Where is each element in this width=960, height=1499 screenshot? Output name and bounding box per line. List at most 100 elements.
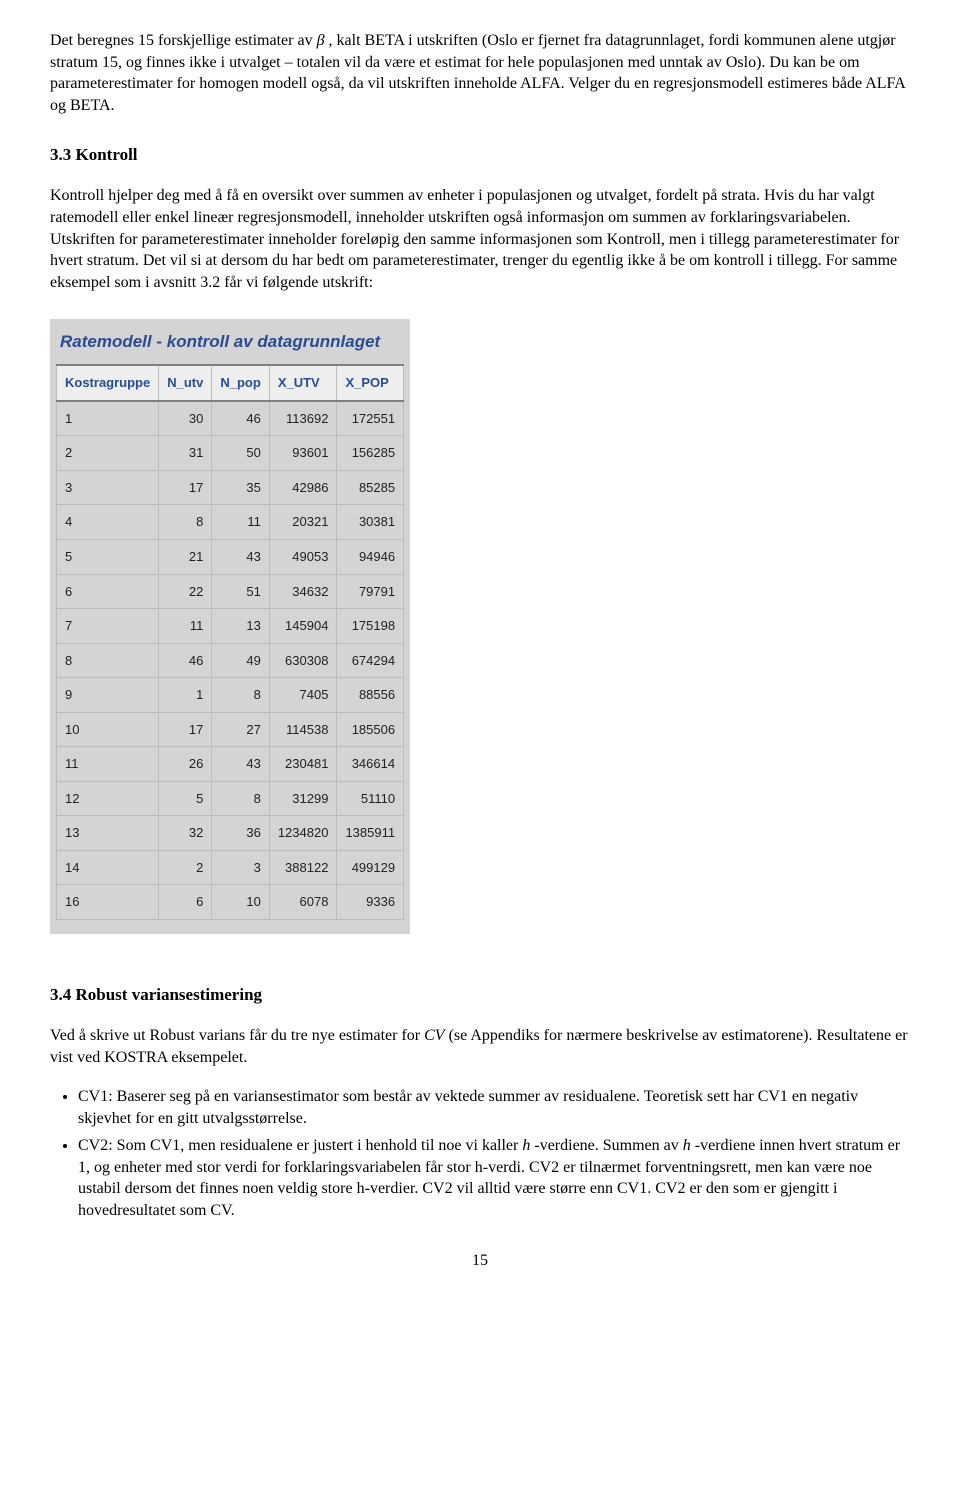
table-cell: 51110 xyxy=(337,781,404,816)
text: Det beregnes 15 forskjellige estimater a… xyxy=(50,32,317,49)
table-cell: 674294 xyxy=(337,643,404,678)
table-cell: 9336 xyxy=(337,885,404,920)
bullet-list: CV1: Baserer seg på en variansestimator … xyxy=(78,1086,910,1222)
table-cell: 114538 xyxy=(269,712,337,747)
table-cell: 8 xyxy=(57,643,159,678)
table-cell: 27 xyxy=(212,712,269,747)
table-cell: 51 xyxy=(212,574,269,609)
table-cell: 6078 xyxy=(269,885,337,920)
table-panel: Ratemodell - kontroll av datagrunnlaget … xyxy=(50,319,410,934)
cv-symbol: CV xyxy=(424,1027,444,1044)
page-number: 15 xyxy=(50,1250,910,1272)
table-cell: 93601 xyxy=(269,436,337,471)
table-row: 12583129951110 xyxy=(57,781,404,816)
table-cell: 49053 xyxy=(269,539,337,574)
text: -verdiene. Summen av xyxy=(534,1137,682,1154)
table-cell: 7405 xyxy=(269,678,337,713)
col-x-pop: X_POP xyxy=(337,365,404,401)
table-cell: 22 xyxy=(159,574,212,609)
col-x-utv: X_UTV xyxy=(269,365,337,401)
table-cell: 32 xyxy=(159,816,212,851)
data-table: Kostragruppe N_utv N_pop X_UTV X_POP 1 30… xyxy=(56,364,404,920)
col-kostragruppe: Kostragruppe xyxy=(57,365,159,401)
table-cell: 499129 xyxy=(337,850,404,885)
table-cell: 3 xyxy=(57,470,159,505)
table-cell: 4 xyxy=(57,505,159,540)
table-cell: 11 xyxy=(57,747,159,782)
table-cell: 7 xyxy=(57,609,159,644)
table-cell: 26 xyxy=(159,747,212,782)
table-cell: 13 xyxy=(57,816,159,851)
table-cell: 88556 xyxy=(337,678,404,713)
table-row: 2315093601156285 xyxy=(57,436,404,471)
table-cell: 17 xyxy=(159,712,212,747)
table-cell: 2 xyxy=(57,436,159,471)
table-cell: 346614 xyxy=(337,747,404,782)
h-symbol: h xyxy=(522,1137,530,1154)
table-cell: 42986 xyxy=(269,470,337,505)
table-row: 48112032130381 xyxy=(57,505,404,540)
table-cell: 185506 xyxy=(337,712,404,747)
table-cell: 35 xyxy=(212,470,269,505)
table-cell: 36 xyxy=(212,816,269,851)
table-cell: 2 xyxy=(159,850,212,885)
table-cell: 43 xyxy=(212,539,269,574)
table-cell: 175198 xyxy=(337,609,404,644)
table-cell: 8 xyxy=(159,505,212,540)
table-cell: 1 xyxy=(57,401,159,436)
table-cell: 113692 xyxy=(269,401,337,436)
table-cell: 43 xyxy=(212,747,269,782)
table-row: 918740588556 xyxy=(57,678,404,713)
table-cell: 6 xyxy=(57,574,159,609)
table-cell: 94946 xyxy=(337,539,404,574)
table-cell: 46 xyxy=(159,643,212,678)
table-cell: 20321 xyxy=(269,505,337,540)
table-row: 1661060789336 xyxy=(57,885,404,920)
table-cell: 16 xyxy=(57,885,159,920)
bullet-cv1: CV1: Baserer seg på en variansestimator … xyxy=(78,1086,910,1129)
table-cell: 8 xyxy=(212,781,269,816)
table-cell: 50 xyxy=(212,436,269,471)
table-cell: 13 xyxy=(212,609,269,644)
table-cell: 172551 xyxy=(337,401,404,436)
table-cell: 5 xyxy=(159,781,212,816)
table-row: 13046113692172551 xyxy=(57,401,404,436)
h-symbol: h xyxy=(683,1137,691,1154)
table-cell: 8 xyxy=(212,678,269,713)
col-n-pop: N_pop xyxy=(212,365,269,401)
table-cell: 1234820 xyxy=(269,816,337,851)
table-row: 84649630308674294 xyxy=(57,643,404,678)
table-title: Ratemodell - kontroll av datagrunnlaget xyxy=(60,331,400,354)
table-row: 71113145904175198 xyxy=(57,609,404,644)
table-cell: 145904 xyxy=(269,609,337,644)
table-cell: 5 xyxy=(57,539,159,574)
table-cell: 388122 xyxy=(269,850,337,885)
table-cell: 17 xyxy=(159,470,212,505)
intro-paragraph: Det beregnes 15 forskjellige estimater a… xyxy=(50,30,910,116)
section-3-3-text: Kontroll hjelper deg med å få en oversik… xyxy=(50,185,910,293)
table-cell: 1385911 xyxy=(337,816,404,851)
table-cell: 1 xyxy=(159,678,212,713)
text: CV2: Som CV1, men residualene er justert… xyxy=(78,1137,522,1154)
table-cell: 34632 xyxy=(269,574,337,609)
col-n-utv: N_utv xyxy=(159,365,212,401)
heading-3-4: 3.4 Robust variansestimering xyxy=(50,984,910,1007)
table-cell: 11 xyxy=(159,609,212,644)
table-row: 622513463279791 xyxy=(57,574,404,609)
table-row: 1423388122499129 xyxy=(57,850,404,885)
table-header-row: Kostragruppe N_utv N_pop X_UTV X_POP xyxy=(57,365,404,401)
text: Ved å skrive ut Robust varians får du tr… xyxy=(50,1027,424,1044)
table-row: 317354298685285 xyxy=(57,470,404,505)
table-cell: 21 xyxy=(159,539,212,574)
bullet-cv2: CV2: Som CV1, men residualene er justert… xyxy=(78,1135,910,1221)
table-cell: 230481 xyxy=(269,747,337,782)
heading-3-3: 3.3 Kontroll xyxy=(50,144,910,167)
table-cell: 49 xyxy=(212,643,269,678)
table-cell: 12 xyxy=(57,781,159,816)
table-cell: 31299 xyxy=(269,781,337,816)
table-cell: 30381 xyxy=(337,505,404,540)
table-cell: 9 xyxy=(57,678,159,713)
table-row: 112643230481346614 xyxy=(57,747,404,782)
table-cell: 10 xyxy=(57,712,159,747)
table-cell: 79791 xyxy=(337,574,404,609)
